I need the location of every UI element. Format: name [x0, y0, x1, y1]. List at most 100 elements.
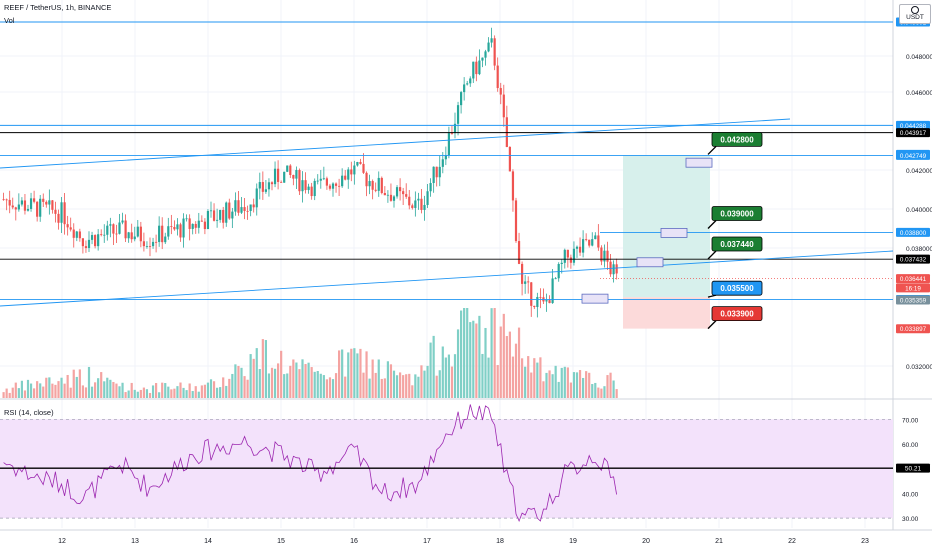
candle-body	[383, 193, 386, 196]
volume-bar	[87, 366, 91, 398]
candle-body	[133, 236, 136, 240]
price-marker-label: 0.033897	[900, 326, 927, 333]
candle-body	[334, 183, 338, 186]
candle-body	[371, 181, 374, 190]
candle-body	[54, 209, 57, 214]
volume-bar	[313, 371, 316, 398]
volume-bar	[298, 369, 301, 398]
volume-bar	[225, 385, 228, 398]
candle-body	[11, 205, 14, 208]
candle-body	[316, 180, 319, 182]
candle-body	[136, 226, 139, 237]
candle-body	[502, 94, 505, 118]
volume-bar	[200, 385, 203, 398]
currency-button[interactable]: USDT	[899, 4, 931, 24]
volume-bar	[542, 381, 545, 398]
volume-bar	[539, 357, 542, 398]
volume-bar	[182, 387, 185, 398]
volume-bar	[508, 331, 511, 398]
candle-body	[298, 170, 301, 192]
volume-bar	[469, 322, 472, 398]
price-marker	[896, 324, 930, 334]
volume-bar	[347, 352, 350, 398]
candle-body	[103, 234, 106, 236]
volume-bar	[612, 380, 615, 398]
symbol-title[interactable]: REEF / TetherUS, 1h, BINANCE	[4, 3, 112, 12]
candle-body	[78, 231, 81, 239]
rsi-tick-label: 60.00	[902, 442, 919, 449]
candle-body	[399, 187, 402, 192]
candle-body	[423, 204, 426, 210]
trade-tag-label: 0.042800	[720, 135, 754, 144]
candle-body	[539, 296, 542, 298]
candle-body	[188, 218, 191, 229]
volume-bar	[194, 386, 197, 398]
tag-pointer	[707, 220, 717, 229]
candle-body	[432, 166, 435, 184]
candle-body	[5, 199, 8, 201]
volume-bar	[551, 374, 554, 398]
volume-bar	[438, 370, 441, 398]
volume-bar	[11, 387, 14, 398]
volume-bar	[197, 391, 200, 398]
candle-body	[127, 232, 130, 239]
volume-bar	[383, 378, 386, 398]
volume-bar	[185, 390, 188, 398]
candle-body	[420, 198, 423, 210]
candle-body	[42, 198, 45, 202]
volume-bar	[484, 327, 487, 398]
candle-body	[597, 235, 600, 248]
candle-body	[338, 185, 341, 187]
volume-bar	[45, 377, 48, 398]
volume-bar	[81, 385, 84, 398]
candle-body	[164, 236, 167, 243]
volume-bar	[374, 372, 377, 398]
candle-body	[84, 246, 88, 249]
candle-body	[377, 177, 380, 191]
candle-body	[331, 183, 335, 189]
candle-body	[63, 202, 66, 225]
trend-line-upper	[0, 118, 791, 169]
volume-label[interactable]: Vol	[4, 16, 15, 25]
candle-body	[310, 186, 313, 197]
candle-body	[161, 225, 164, 243]
candle-body	[490, 38, 493, 43]
volume-bar	[145, 389, 149, 398]
volume-bar	[237, 365, 240, 398]
candle-body	[463, 84, 466, 93]
order-box	[636, 257, 664, 268]
candle-body	[453, 123, 457, 134]
volume-bar	[386, 361, 389, 398]
volume-bar	[517, 327, 521, 398]
candle-body	[66, 224, 69, 228]
candle-body	[69, 227, 72, 230]
candle-body	[280, 181, 283, 183]
candle-body	[121, 220, 124, 223]
candle-body	[307, 186, 310, 191]
candle-body	[39, 198, 42, 217]
volume-bar	[319, 373, 322, 398]
volume-bar	[429, 342, 432, 398]
candle-body	[8, 199, 11, 206]
volume-bar	[466, 308, 469, 398]
volume-bar	[331, 379, 335, 398]
volume-bar	[270, 367, 274, 398]
volume-bar	[94, 382, 97, 398]
rsi-label[interactable]: RSI (14, close)	[4, 408, 54, 417]
candle-body	[258, 182, 261, 189]
volume-bar	[20, 380, 23, 398]
candle-body	[130, 232, 133, 240]
candle-body	[478, 60, 481, 75]
volume-bar	[603, 386, 606, 398]
volume-bar	[280, 350, 283, 398]
candle-body	[36, 201, 39, 217]
candle-body	[527, 281, 530, 283]
volume-bar	[600, 388, 603, 398]
candle-body	[26, 208, 30, 211]
volume-bar	[456, 329, 460, 398]
volume-bar	[588, 372, 591, 398]
candle-body	[240, 207, 243, 213]
trade-tag-label: 0.037440	[720, 240, 754, 249]
volume-bar	[402, 375, 405, 398]
